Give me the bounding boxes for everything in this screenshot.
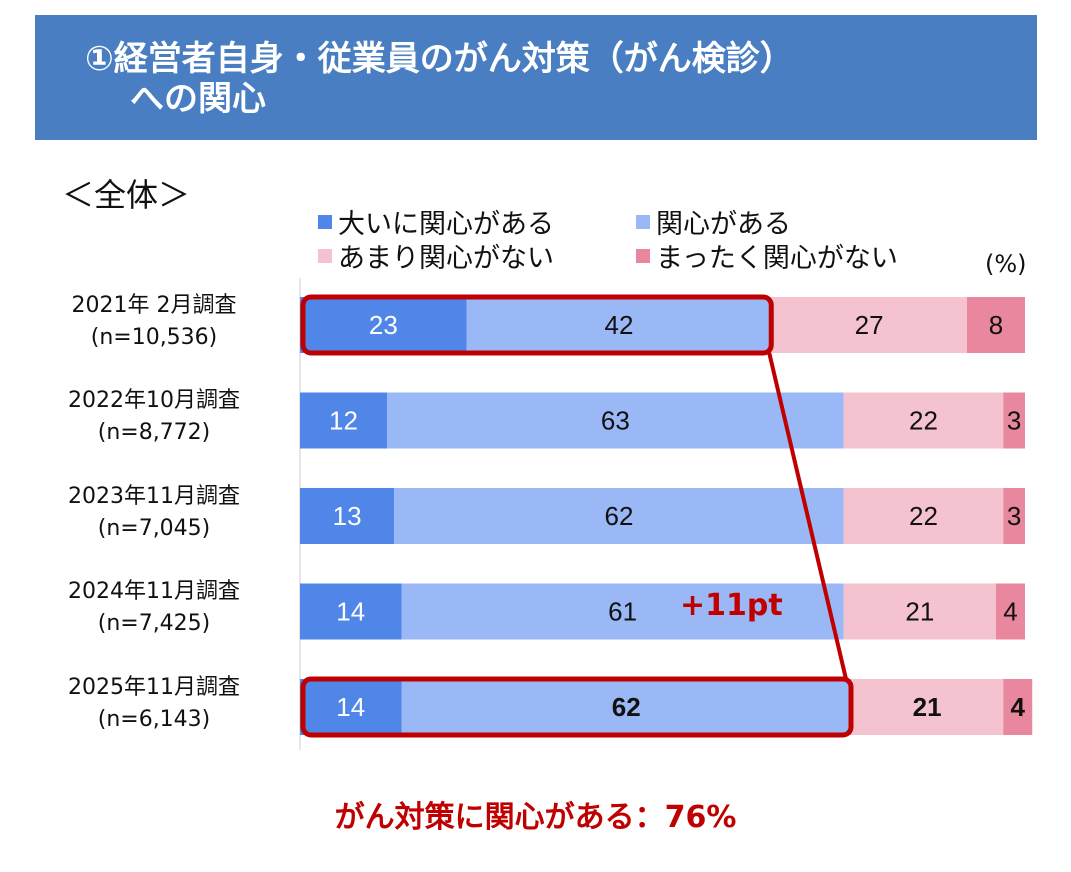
bar-segment [1003,679,1033,735]
bar-segment [300,297,467,353]
data-label: 21 [905,597,934,627]
data-label: 13 [333,501,362,531]
legend-label: 関心がある [656,209,791,240]
row-survey: 2022年10月調査 [68,388,240,413]
highlight-box [300,676,854,738]
row-n: (n=6,143) [97,707,211,732]
unit-label: (%) [985,250,1027,278]
data-label: 4 [1003,597,1017,627]
legend-item: まったく関心がない [636,236,898,275]
legend-swatch [636,214,650,229]
title-banner: ①経営者自身・従業員のがん対策（がん検診） への関心 [35,15,1037,140]
row-label: 2023年11月調査 (n=7,045) [20,481,288,545]
row-n: (n=10,536) [90,325,218,350]
data-label: 23 [369,310,398,340]
row-n: (n=8,772) [97,420,211,445]
row-label: 2025年11月調査 (n=6,143) [20,672,288,736]
bar-segment [300,392,387,449]
subtitle: ＜全体＞ [62,176,191,214]
bar-segment [843,392,1004,449]
bar-segment [843,488,1004,544]
legend-label: 大いに関心がある [338,209,554,240]
data-label: 22 [909,406,938,436]
bar-segment [1003,392,1025,449]
legend-swatch [318,214,332,229]
legend-item: 関心がある [636,202,791,241]
data-label: 27 [855,310,884,340]
data-label: 63 [601,406,630,436]
row-survey: 2025年11月調査 [68,675,240,700]
data-label: 4 [1011,692,1026,722]
bar-segment [843,583,996,640]
row-survey: 2024年11月調査 [68,579,240,604]
bar-segment [300,679,402,735]
legend-swatch [318,248,332,263]
row-n: (n=7,425) [97,611,211,636]
legend-label: まったく関心がない [656,243,898,274]
bar-segment [300,583,402,640]
bar-segment [996,583,1025,640]
bar-segment [394,488,844,544]
bar-segment [1003,488,1025,544]
data-label: 14 [336,692,365,722]
bar-segment [851,679,1004,735]
title-line-2: への関心 [130,79,266,119]
data-label: 61 [608,597,637,627]
legend-item: あまり関心がない [318,236,554,275]
data-label: 21 [913,692,942,722]
legend-label: あまり関心がない [338,243,554,274]
diff-annotation: +11pt [680,588,783,623]
row-survey: 2021年 2月調査 [71,293,237,318]
row-survey: 2023年11月調査 [68,484,240,509]
highlight-box [300,294,774,356]
row-label: 2024年11月調査 (n=7,425) [20,576,288,640]
data-label: 42 [605,310,634,340]
data-label: 14 [336,597,365,627]
legend-swatch [636,248,650,263]
row-label: 2021年 2月調査 (n=10,536) [20,290,288,354]
bar-segment [401,679,851,735]
bar-segment [466,297,772,353]
row-n: (n=7,045) [97,516,211,541]
bar-segment [771,297,967,353]
data-label: 22 [909,501,938,531]
row-label: 2022年10月調査 (n=8,772) [20,385,288,449]
bar-segment [387,392,844,449]
bar-segment [401,583,844,640]
data-label: 62 [605,501,634,531]
title-line-1: ①経営者自身・従業員のがん対策（がん検診） [85,39,794,79]
connector-line [767,352,848,680]
data-label: 3 [1007,406,1021,436]
data-label: 3 [1007,501,1021,531]
data-label: 8 [989,310,1003,340]
bar-segment [967,297,1025,353]
data-label: 62 [612,692,641,722]
footer-note: がん対策に関心がある：76% [334,800,737,835]
bar-segment [300,488,395,544]
legend-item: 大いに関心がある [318,202,554,241]
data-label: 12 [329,406,358,436]
